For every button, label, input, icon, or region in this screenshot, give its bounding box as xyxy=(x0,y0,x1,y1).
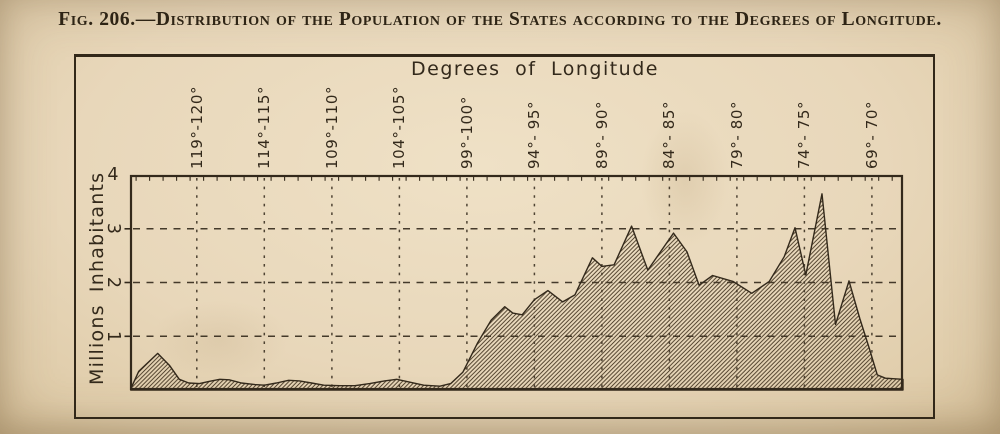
paper-stain xyxy=(640,110,730,250)
x-tick-label: 114°-115° xyxy=(255,85,274,169)
x-axis-title: Degrees of Longitude xyxy=(411,58,659,80)
y-tick-label: 4 xyxy=(103,164,123,185)
x-tick-label: 94°- 95° xyxy=(525,100,544,169)
y-tick-digit: 2 xyxy=(103,276,124,289)
x-tick-label: 84°- 85° xyxy=(660,100,679,169)
x-tick-label: 104°-105° xyxy=(390,85,409,169)
figure-border-box xyxy=(74,54,935,419)
x-tick-label: 79°- 80° xyxy=(727,100,746,169)
y-tick-label: 1 xyxy=(103,327,123,346)
x-tick-label: 69°- 70° xyxy=(862,100,881,169)
y-tick-digit: 3 xyxy=(103,223,124,235)
x-tick-label: 74°- 75° xyxy=(795,100,814,169)
y-tick-digit: 4 xyxy=(107,164,119,185)
x-tick-label: 109°-110° xyxy=(322,85,341,169)
y-tick-label: 2 xyxy=(103,273,123,292)
y-tick-digit: 1 xyxy=(103,330,124,342)
x-tick-label: 89°- 90° xyxy=(592,100,611,169)
x-tick-label: 99°-100° xyxy=(457,96,476,169)
x-tick-label: 119°-120° xyxy=(187,85,206,169)
area-chart-plot xyxy=(124,174,904,391)
paper-stain xyxy=(150,300,290,380)
y-tick-label: 3 xyxy=(103,219,123,238)
figure-caption: Fig. 206.—Distribution of the Population… xyxy=(58,9,942,30)
